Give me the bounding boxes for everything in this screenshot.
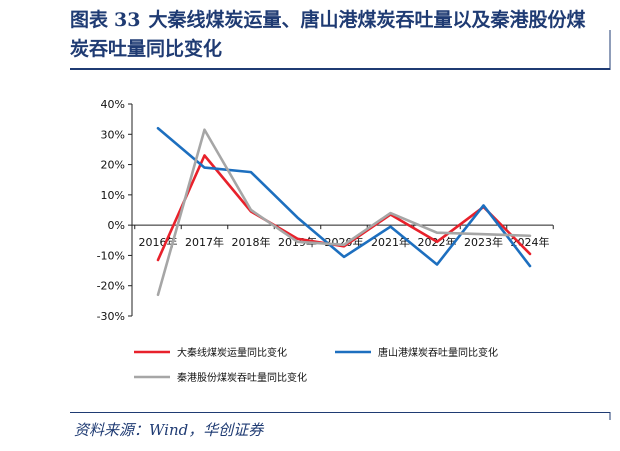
series-line-2 <box>156 126 532 268</box>
figure-number: 33 <box>114 9 141 31</box>
series-line-1 <box>156 154 532 262</box>
source-note: 资料来源：Wind，华创证券 <box>74 421 264 439</box>
chart-axes: 40%30%20%10%0%-10%-20%-30%2016年 2017年 2018… <box>97 98 554 323</box>
x-tick-label: 2018年 <box>232 235 271 249</box>
chart-series <box>156 126 532 297</box>
y-tick-label: 0% <box>108 219 125 232</box>
legend-label-2: 唐山港煤炭吞吐量同比变化 <box>378 346 498 359</box>
y-tick-label: 40% <box>101 98 125 111</box>
legend-label-1: 大秦线煤炭运量同比变化 <box>177 346 287 359</box>
y-tick-label: 30% <box>101 128 125 141</box>
y-tick-label: -10% <box>97 249 125 262</box>
series-line-3 <box>156 128 532 297</box>
source-divider <box>70 412 610 413</box>
figure-title-text: 大秦线煤炭运量、唐山港煤炭吞吐量以及秦港股份煤炭吞吐量同比变化 <box>70 9 586 60</box>
y-tick-label: 10% <box>101 189 125 202</box>
title-divider <box>70 68 610 70</box>
legend-label-3: 秦港股份煤炭吞吐量同比变化 <box>177 371 307 384</box>
y-tick-label: -20% <box>97 280 125 293</box>
y-tick-label: -30% <box>97 310 125 323</box>
x-tick-label: 2017年 <box>185 235 224 249</box>
figure-title: 图表 33 大秦线煤炭运量、唐山港煤炭吞吐量以及秦港股份煤炭吞吐量同比变化 <box>70 6 600 64</box>
figure-label: 图表 <box>70 9 109 31</box>
right-edge-bracket <box>609 30 611 420</box>
y-tick-label: 20% <box>101 159 125 172</box>
x-tick-label: 2021年 <box>371 235 410 249</box>
x-tick-label: 2023年 <box>464 235 503 249</box>
